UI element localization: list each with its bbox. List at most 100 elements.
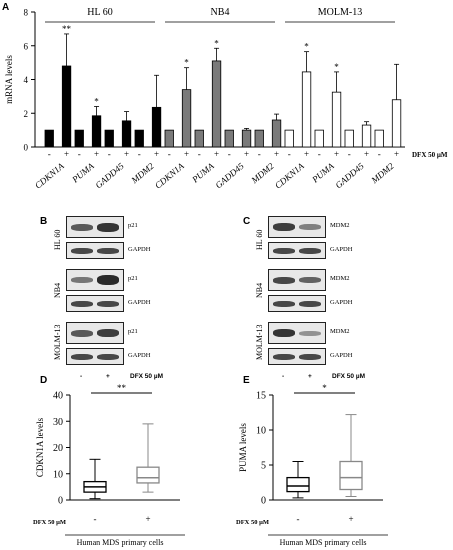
blot-band — [71, 247, 93, 254]
treatment-plus-label: + — [334, 149, 339, 159]
treatment-plus-label: + — [94, 149, 99, 159]
group-label: NB4 — [211, 7, 230, 18]
significance-mark: * — [304, 42, 309, 52]
significance-mark: * — [214, 38, 219, 48]
y-tick-label: 30 — [53, 417, 63, 428]
cell-line-label: MOLM-13 — [255, 324, 264, 361]
significance-mark: * — [334, 62, 339, 72]
protein-label: GAPDH — [330, 245, 353, 253]
y-tick-label: 0 — [261, 496, 266, 507]
treatment-plus-label: + — [124, 149, 129, 159]
y-tick-label: 10 — [256, 426, 266, 437]
y-tick-label: 0 — [58, 496, 63, 507]
blot-band — [71, 300, 93, 307]
blot-strip — [66, 242, 124, 259]
blot-strip — [268, 242, 326, 259]
treatment-axis-label: DFX 50 µM — [412, 151, 448, 159]
blot-strip — [268, 348, 326, 365]
treatment-axis-label: DFX 50 µM — [236, 519, 269, 526]
panel-label-b: B — [40, 216, 48, 227]
blot-band — [71, 329, 93, 337]
blot-band — [299, 353, 321, 360]
bar-minus — [74, 129, 84, 148]
cdkn1a-boxplot: 0 10 20 30 40 CDKN1A levels - + ** DFX 50 µM Human… — [33, 383, 185, 547]
panel-label-e: E — [243, 375, 250, 386]
box — [136, 466, 160, 484]
treatment-plus-label: + — [154, 149, 159, 159]
protein-label: MDM2 — [330, 222, 350, 229]
group-label: MOLM-13 — [318, 7, 362, 18]
treatment-plus-label: + — [364, 149, 369, 159]
box — [339, 460, 363, 491]
blot-strip — [66, 269, 124, 291]
blot-strip — [66, 322, 124, 344]
significance-mark: * — [184, 58, 189, 68]
y-tick-label: 4 — [24, 75, 29, 85]
blot-band — [273, 353, 295, 360]
blot-band — [71, 277, 93, 283]
treatment-label: - — [297, 514, 300, 524]
protein-label: p21 — [128, 328, 138, 335]
puma-boxplot: 0 5 10 15 PUMA levels - + * DFX 50 µM Human MDS p… — [236, 383, 388, 547]
protein-label: MDM2 — [330, 275, 350, 282]
blot-strip — [268, 269, 326, 291]
protein-label: p21 — [128, 275, 138, 282]
treatment-minus-label: - — [78, 149, 81, 159]
blot-band — [299, 224, 321, 230]
treatment-minus-label: - — [378, 149, 381, 159]
y-tick-label: 0 — [24, 143, 29, 153]
blot-strip — [268, 216, 326, 238]
treatment-minus-label: - — [198, 149, 201, 159]
blot-strip — [268, 295, 326, 312]
y-tick-label: 20 — [53, 443, 63, 454]
treatment-minus-label: - — [168, 149, 171, 159]
x-axis-label: Human MDS primary cells — [280, 538, 367, 547]
bar-minus — [134, 129, 144, 148]
treatment-axis-label: DFX 50 µM — [33, 519, 66, 526]
blot-strip — [66, 348, 124, 365]
bar-minus — [374, 129, 384, 148]
group-label: HL 60 — [87, 7, 112, 18]
treatment-minus-label: - — [48, 149, 51, 159]
significance-mark: * — [322, 383, 327, 393]
protein-label: GAPDH — [330, 298, 353, 306]
y-tick-label: 8 — [24, 8, 29, 18]
treatment-label: - — [94, 514, 97, 524]
blot-strip — [66, 295, 124, 312]
lane-label: - — [282, 373, 285, 380]
blot-band — [299, 277, 321, 283]
treatment-minus-label: - — [318, 149, 321, 159]
blot-band — [299, 330, 321, 336]
treatment-plus-label: + — [184, 149, 189, 159]
protein-label: MDM2 — [330, 328, 350, 335]
panel-label-c: C — [243, 216, 251, 227]
blot-band — [97, 222, 119, 232]
lane-label: + — [308, 373, 312, 380]
bar-minus — [104, 129, 114, 148]
treatment-label: + — [348, 514, 353, 524]
blot-band — [273, 300, 295, 307]
bar-minus — [314, 129, 324, 148]
bar-minus — [44, 129, 54, 148]
treatment-plus-label: + — [64, 149, 69, 159]
treatment-label: DFX 50 µM — [332, 373, 366, 380]
western-blot-c: MDM2 GAPDH HL 60 MDM2 GAPDH NB4 MDM2 GAPDH MOLM-… — [255, 216, 365, 380]
treatment-label: + — [145, 514, 150, 524]
panel-label-d: D — [40, 375, 48, 386]
blot-band — [97, 353, 119, 360]
blot-band — [97, 329, 119, 337]
treatment-minus-label: - — [138, 149, 141, 159]
treatment-plus-label: + — [304, 149, 309, 159]
lane-label: - — [80, 373, 83, 380]
bar-minus — [164, 129, 174, 148]
blot-band — [97, 247, 119, 254]
treatment-plus-label: + — [214, 149, 219, 159]
protein-label: GAPDH — [330, 351, 353, 359]
y-axis-label: CDKN1A levels — [35, 417, 45, 477]
y-tick-label: 40 — [53, 391, 63, 402]
blot-band — [273, 276, 295, 284]
cell-line-label: NB4 — [255, 282, 264, 298]
significance-mark: * — [94, 97, 99, 107]
blot-band — [273, 223, 295, 231]
protein-label: GAPDH — [128, 298, 151, 306]
